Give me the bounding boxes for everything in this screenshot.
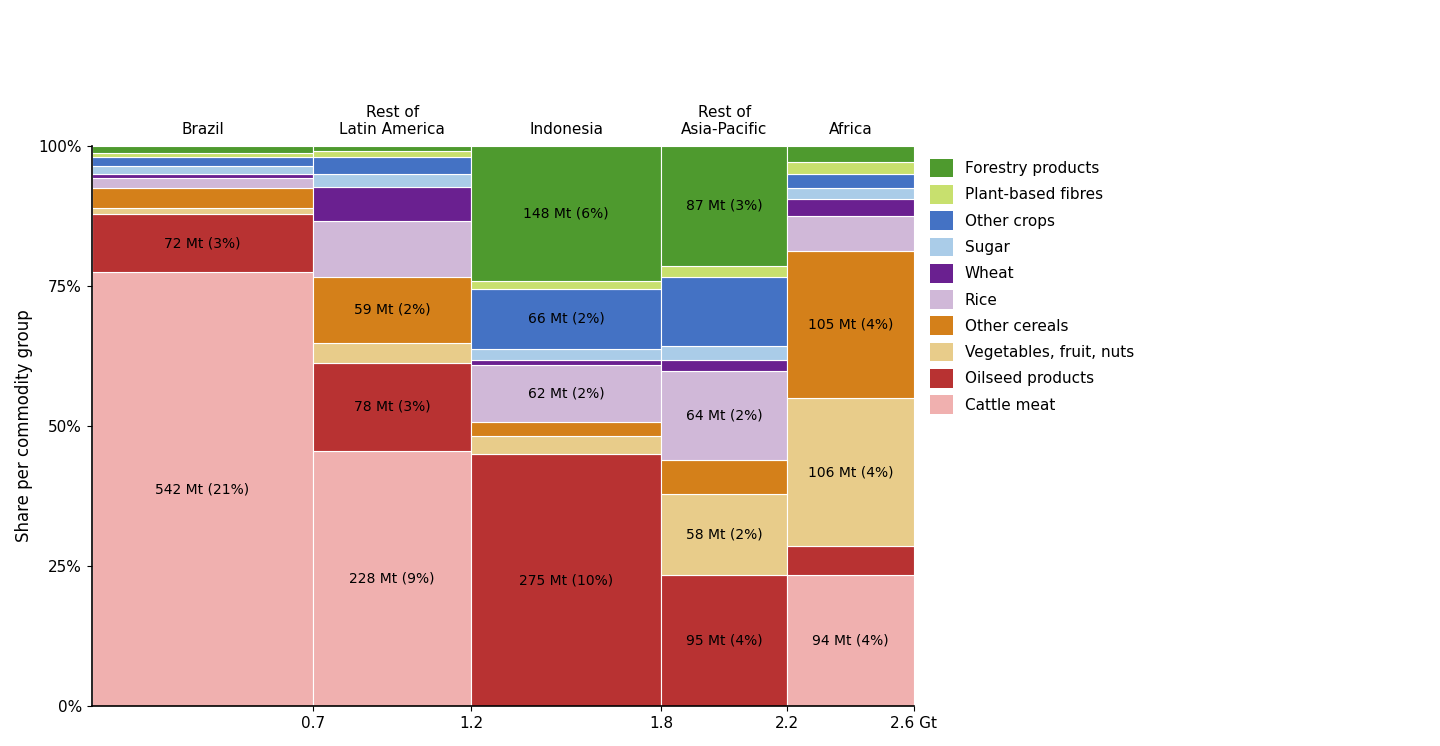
Bar <box>92 272 312 706</box>
Text: 87 Mt (3%): 87 Mt (3%) <box>685 198 762 213</box>
Bar <box>92 188 312 208</box>
Bar <box>788 187 914 198</box>
Bar <box>661 277 788 346</box>
Text: Africa: Africa <box>828 122 873 137</box>
Bar <box>312 145 471 151</box>
Text: 78 Mt (3%): 78 Mt (3%) <box>354 400 431 414</box>
Bar <box>788 145 914 163</box>
Bar <box>312 157 471 174</box>
Text: 148 Mt (6%): 148 Mt (6%) <box>523 207 609 221</box>
Bar <box>471 360 661 365</box>
Bar <box>312 187 471 221</box>
Text: 66 Mt (2%): 66 Mt (2%) <box>527 312 605 326</box>
Text: 72 Mt (3%): 72 Mt (3%) <box>164 236 240 250</box>
Text: 542 Mt (21%): 542 Mt (21%) <box>156 482 249 496</box>
Bar <box>92 178 312 188</box>
Bar <box>471 289 661 349</box>
Bar <box>92 214 312 272</box>
Text: Indonesia: Indonesia <box>528 122 603 137</box>
Bar <box>788 198 914 216</box>
Bar <box>312 277 471 343</box>
Text: 94 Mt (4%): 94 Mt (4%) <box>812 633 888 648</box>
Bar <box>788 574 914 706</box>
Bar <box>661 266 788 277</box>
Bar <box>788 163 914 174</box>
Bar <box>312 363 471 451</box>
Bar <box>661 460 788 495</box>
Bar <box>312 151 471 157</box>
Bar <box>471 365 661 421</box>
Bar <box>471 145 661 281</box>
Bar <box>471 421 661 436</box>
Text: 95 Mt (4%): 95 Mt (4%) <box>685 633 762 648</box>
Bar <box>661 360 788 372</box>
Text: Brazil: Brazil <box>181 122 223 137</box>
Bar <box>661 495 788 574</box>
Bar <box>471 454 661 706</box>
Bar <box>92 208 312 214</box>
Bar <box>788 547 914 574</box>
Bar <box>92 157 312 166</box>
Bar <box>788 216 914 251</box>
Bar <box>471 436 661 454</box>
Bar <box>92 166 312 175</box>
Y-axis label: Share per commodity group: Share per commodity group <box>14 310 33 542</box>
Bar <box>312 343 471 363</box>
Bar <box>312 451 471 706</box>
Bar <box>471 349 661 360</box>
Text: Rest of
Asia-Pacific: Rest of Asia-Pacific <box>681 104 768 137</box>
Text: Rest of
Latin America: Rest of Latin America <box>340 104 445 137</box>
Legend: Forestry products, Plant-based fibres, Other crops, Sugar, Wheat, Rice, Other ce: Forestry products, Plant-based fibres, O… <box>930 159 1135 414</box>
Text: 105 Mt (4%): 105 Mt (4%) <box>808 317 893 331</box>
Bar <box>788 174 914 187</box>
Bar <box>661 145 788 266</box>
Text: 62 Mt (2%): 62 Mt (2%) <box>527 386 605 401</box>
Text: 59 Mt (2%): 59 Mt (2%) <box>354 303 431 317</box>
Bar <box>312 221 471 277</box>
Bar <box>661 574 788 706</box>
Text: 275 Mt (10%): 275 Mt (10%) <box>518 573 613 587</box>
Bar <box>92 153 312 157</box>
Bar <box>471 281 661 289</box>
Bar <box>788 398 914 547</box>
Bar <box>92 175 312 178</box>
Text: 64 Mt (2%): 64 Mt (2%) <box>685 409 762 422</box>
Text: 58 Mt (2%): 58 Mt (2%) <box>685 527 762 542</box>
Text: 228 Mt (9%): 228 Mt (9%) <box>350 571 435 586</box>
Text: 106 Mt (4%): 106 Mt (4%) <box>808 466 893 479</box>
Bar <box>661 372 788 460</box>
Bar <box>788 251 914 398</box>
Bar <box>312 174 471 187</box>
Bar <box>92 145 312 153</box>
Bar <box>661 346 788 360</box>
